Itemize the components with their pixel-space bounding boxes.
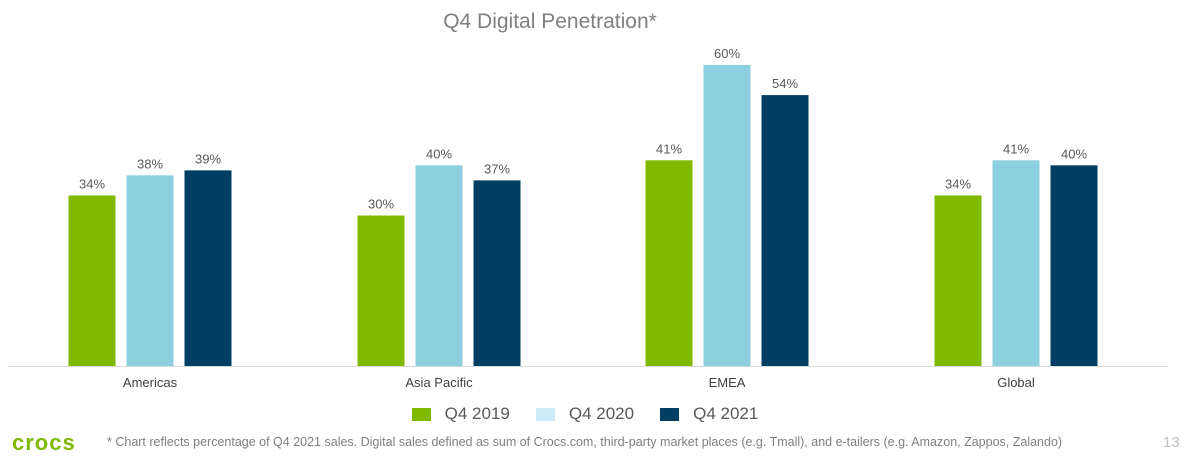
data-label: 37% xyxy=(484,161,510,176)
data-label: 40% xyxy=(426,146,452,161)
bar xyxy=(703,65,751,366)
bar-chart: 34% 38% 39% Americas 30% 40% 37% Asia Pacific 41… xyxy=(8,46,1168,390)
legend-item: Q4 2019 xyxy=(411,404,510,424)
data-label: 39% xyxy=(195,151,221,166)
legend-label: Q4 2020 xyxy=(568,404,635,423)
data-label: 40% xyxy=(1061,146,1087,161)
category-label: Americas xyxy=(123,375,178,390)
bar xyxy=(415,165,463,366)
category-label: Global xyxy=(997,375,1035,390)
legend-item: Q4 2021 xyxy=(660,404,758,424)
chart-title: Q4 Digital Penetration* xyxy=(443,10,657,33)
legend-swatch xyxy=(535,407,555,421)
bar xyxy=(645,160,693,366)
category-label: Asia Pacific xyxy=(405,375,473,390)
data-label: 34% xyxy=(79,176,105,191)
bar xyxy=(1050,165,1098,366)
legend-swatch xyxy=(660,407,680,421)
legend: Q4 2019 Q4 2020 Q4 2021 xyxy=(0,404,1170,424)
bar xyxy=(68,195,116,366)
data-label: 60% xyxy=(714,46,740,61)
legend-swatch xyxy=(411,407,431,421)
legend-label: Q4 2021 xyxy=(693,404,759,423)
legend-label: Q4 2019 xyxy=(444,404,510,423)
bar xyxy=(184,170,232,366)
bar xyxy=(473,180,521,366)
bar xyxy=(761,95,809,366)
data-label: 38% xyxy=(137,156,163,171)
data-label: 30% xyxy=(368,197,394,212)
data-label: 34% xyxy=(945,176,971,191)
bar xyxy=(934,195,982,366)
bar xyxy=(992,160,1040,366)
footnote: * Chart reflects percentage of Q4 2021 s… xyxy=(107,435,1063,449)
category-label: EMEA xyxy=(709,375,746,390)
data-label: 41% xyxy=(1003,141,1029,156)
data-label: 41% xyxy=(656,141,682,156)
bar xyxy=(357,215,405,366)
data-label: 54% xyxy=(772,76,798,91)
crocs-logo: crocs xyxy=(12,430,76,455)
page-number: 13 xyxy=(1163,434,1180,451)
bar xyxy=(126,175,174,366)
legend-item: Q4 2020 xyxy=(535,404,635,424)
